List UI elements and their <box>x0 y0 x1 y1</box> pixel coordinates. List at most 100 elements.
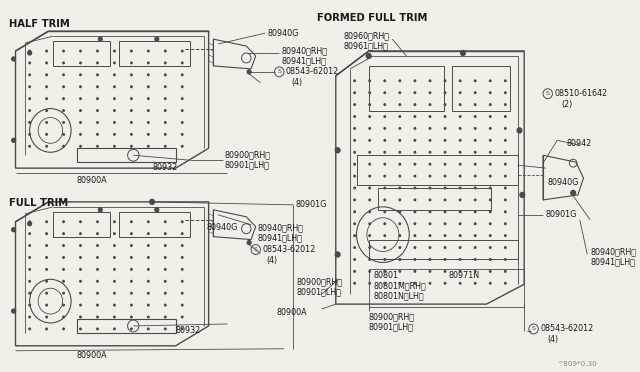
Circle shape <box>399 259 401 260</box>
Circle shape <box>384 187 385 189</box>
Circle shape <box>384 223 385 225</box>
Circle shape <box>46 304 47 306</box>
Circle shape <box>354 80 355 81</box>
Circle shape <box>414 80 415 81</box>
Circle shape <box>354 259 355 260</box>
Circle shape <box>148 328 149 330</box>
Circle shape <box>46 221 47 222</box>
Circle shape <box>131 110 132 111</box>
Circle shape <box>504 270 506 272</box>
Circle shape <box>474 282 476 284</box>
Text: 80900〈RH〉: 80900〈RH〉 <box>296 278 342 287</box>
Text: 80901G: 80901G <box>546 210 577 219</box>
Circle shape <box>28 51 31 55</box>
Circle shape <box>97 122 98 123</box>
Circle shape <box>148 292 149 294</box>
Circle shape <box>29 233 31 234</box>
Text: 80932: 80932 <box>175 326 201 335</box>
Circle shape <box>80 110 81 111</box>
Circle shape <box>490 235 491 237</box>
Text: S: S <box>277 69 281 74</box>
Circle shape <box>504 259 506 260</box>
Circle shape <box>460 92 461 93</box>
Circle shape <box>46 292 47 294</box>
Circle shape <box>97 98 98 99</box>
Circle shape <box>63 280 64 282</box>
Circle shape <box>63 221 64 222</box>
Circle shape <box>414 259 415 260</box>
Circle shape <box>29 122 31 123</box>
Circle shape <box>247 241 251 244</box>
Circle shape <box>29 221 31 222</box>
Text: HALF TRIM: HALF TRIM <box>9 19 70 29</box>
Circle shape <box>490 92 491 93</box>
Circle shape <box>131 316 132 318</box>
Circle shape <box>429 270 431 272</box>
Circle shape <box>504 211 506 213</box>
Circle shape <box>399 151 401 153</box>
Text: 80901〈LH〉: 80901〈LH〉 <box>296 288 341 297</box>
Circle shape <box>369 128 371 129</box>
Circle shape <box>504 163 506 165</box>
Circle shape <box>354 140 355 141</box>
Text: 80901〈LH〉: 80901〈LH〉 <box>369 322 413 331</box>
Circle shape <box>414 104 415 105</box>
Circle shape <box>490 175 491 177</box>
Circle shape <box>504 247 506 248</box>
Circle shape <box>460 80 461 81</box>
Circle shape <box>114 245 115 246</box>
Text: (4): (4) <box>548 335 559 344</box>
Circle shape <box>474 163 476 165</box>
Circle shape <box>571 190 575 195</box>
Circle shape <box>29 98 31 99</box>
Circle shape <box>97 86 98 87</box>
Circle shape <box>490 270 491 272</box>
Circle shape <box>97 62 98 64</box>
Circle shape <box>97 245 98 246</box>
Circle shape <box>97 257 98 258</box>
Circle shape <box>474 151 476 153</box>
Circle shape <box>182 257 183 258</box>
Text: 80940〈RH〉: 80940〈RH〉 <box>590 247 636 256</box>
Circle shape <box>354 128 355 129</box>
Circle shape <box>182 62 183 64</box>
Circle shape <box>182 280 183 282</box>
Circle shape <box>429 199 431 201</box>
Circle shape <box>114 328 115 330</box>
Circle shape <box>474 247 476 248</box>
Circle shape <box>148 316 149 318</box>
Circle shape <box>131 269 132 270</box>
Circle shape <box>131 74 132 76</box>
Text: ^809*0.30: ^809*0.30 <box>557 361 597 367</box>
Circle shape <box>131 221 132 222</box>
Circle shape <box>444 116 446 117</box>
Circle shape <box>148 74 149 76</box>
Circle shape <box>399 175 401 177</box>
Circle shape <box>490 223 491 225</box>
Circle shape <box>414 175 415 177</box>
Circle shape <box>354 92 355 93</box>
Circle shape <box>29 316 31 318</box>
Circle shape <box>399 92 401 93</box>
Circle shape <box>444 199 446 201</box>
Circle shape <box>46 145 47 147</box>
Circle shape <box>460 151 461 153</box>
Circle shape <box>80 86 81 87</box>
Circle shape <box>164 233 166 234</box>
Circle shape <box>63 134 64 135</box>
Circle shape <box>490 247 491 248</box>
Circle shape <box>429 247 431 248</box>
Circle shape <box>504 223 506 225</box>
Circle shape <box>46 122 47 123</box>
Circle shape <box>182 110 183 111</box>
Circle shape <box>131 245 132 246</box>
Circle shape <box>504 128 506 129</box>
Circle shape <box>80 280 81 282</box>
Circle shape <box>414 187 415 189</box>
Circle shape <box>369 235 371 237</box>
Circle shape <box>46 62 47 64</box>
Text: 80940G: 80940G <box>267 29 298 38</box>
Circle shape <box>182 50 183 52</box>
Text: 80900〈RH〉: 80900〈RH〉 <box>225 151 271 160</box>
Circle shape <box>114 257 115 258</box>
